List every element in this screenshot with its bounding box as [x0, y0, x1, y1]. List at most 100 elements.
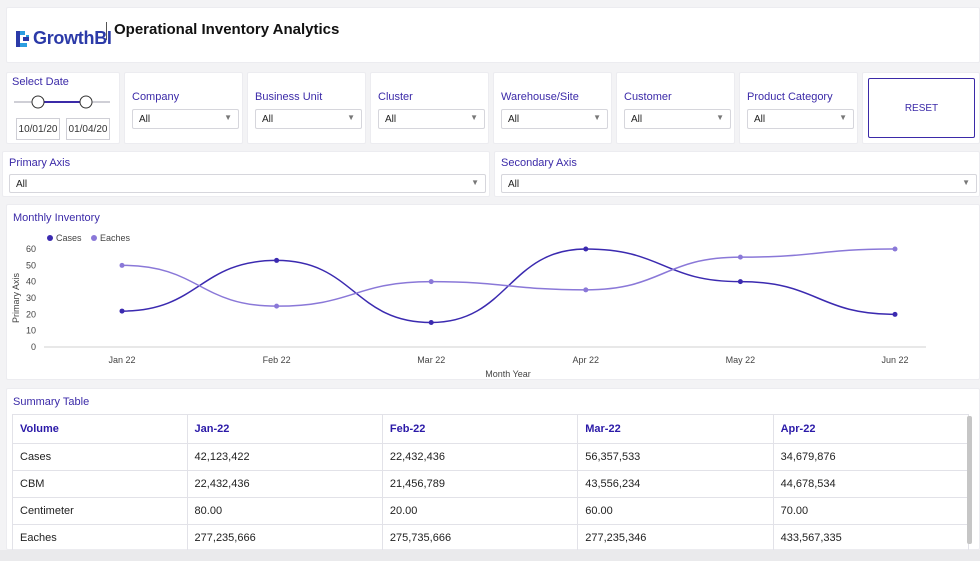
cluster-select-value: All [385, 114, 397, 125]
chevron-down-icon: ▼ [224, 113, 232, 122]
legend-swatch [47, 235, 53, 241]
table-row: Cases 42,123,422 22,432,436 56,357,533 3… [12, 443, 970, 471]
slider-end-handle [79, 95, 93, 109]
table-cell: 70.00 [772, 497, 970, 525]
table-cell: 20.00 [381, 497, 579, 525]
table-cell: 22,432,436 [381, 443, 579, 471]
business-unit-select-value: All [262, 114, 274, 125]
table-row: Eaches 277,235,666 275,735,666 277,235,3… [12, 524, 970, 552]
secondary-axis-select-value: All [508, 179, 520, 190]
table-row: Centimeter 80.00 20.00 60.00 70.00 [12, 497, 970, 525]
table-cell: 43,556,234 [577, 470, 774, 498]
data-point [274, 303, 280, 309]
table-cell: 277,235,346 [577, 524, 774, 552]
table-cell: Eaches [12, 524, 188, 552]
data-point [892, 311, 898, 317]
legend-label: Cases [56, 233, 82, 243]
y-tick-label: 10 [26, 326, 36, 336]
cluster-label: Cluster [378, 91, 413, 103]
summary-table-title: Summary Table [13, 396, 90, 408]
legend-label: Eaches [100, 233, 131, 243]
table-scrollbar[interactable] [967, 416, 972, 544]
table-cell: 56,357,533 [577, 443, 774, 471]
primary-axis-select-value: All [16, 179, 28, 190]
chevron-down-icon: ▼ [962, 178, 970, 187]
chevron-down-icon: ▼ [839, 113, 847, 122]
y-tick-label: 40 [26, 277, 36, 287]
data-point [119, 308, 125, 314]
table-cell: Centimeter [12, 497, 188, 525]
series-line-cases [121, 248, 896, 324]
product-category-filter-card: Product Category All ▼ [739, 72, 858, 144]
table-cell: 80.00 [186, 497, 383, 525]
end-date-field[interactable]: 01/04/20 [66, 118, 110, 140]
start-date-field[interactable]: 10/01/20 [16, 118, 60, 140]
date-filter-card: Select Date 10/01/20 01/04/20 [6, 72, 120, 144]
x-axis-label: Month Year [485, 369, 531, 379]
column-header[interactable]: Apr-22 [772, 414, 970, 444]
secondary-axis-label: Secondary Axis [501, 157, 577, 169]
company-label: Company [132, 91, 180, 103]
table-cell: 42,123,422 [186, 443, 383, 471]
x-tick-label: Feb 22 [263, 355, 291, 365]
cluster-filter-card: Cluster All ▼ [370, 72, 489, 144]
x-tick-label: May 22 [726, 355, 756, 365]
x-tick-label: Apr 22 [573, 355, 600, 365]
product-category-select[interactable]: All ▼ [747, 109, 854, 129]
secondary-axis-select[interactable]: All ▼ [501, 174, 977, 193]
data-point [428, 320, 434, 325]
warehouse-select[interactable]: All ▼ [501, 109, 608, 129]
data-point [583, 287, 589, 293]
y-tick-label: 60 [26, 244, 36, 254]
table-cell: 277,235,666 [186, 524, 383, 552]
warehouse-select-value: All [508, 114, 520, 125]
y-tick-label: 50 [26, 260, 36, 270]
table-cell: 34,679,876 [772, 443, 970, 471]
customer-label: Customer [624, 91, 672, 103]
reset-button[interactable]: RESET [868, 78, 975, 138]
column-header[interactable]: Jan-22 [186, 414, 383, 444]
data-point [428, 279, 434, 285]
table-cell: 22,432,436 [186, 470, 383, 498]
x-tick-label: Jun 22 [881, 355, 908, 365]
chart-title: Monthly Inventory [13, 212, 100, 224]
chevron-down-icon: ▼ [593, 113, 601, 122]
table-cell: 433,567,335 [772, 524, 970, 552]
header-divider [106, 22, 107, 40]
brand-name: GrowthBI [33, 28, 112, 48]
column-header[interactable]: Volume [12, 414, 188, 444]
company-select[interactable]: All ▼ [132, 109, 239, 129]
chevron-down-icon: ▼ [347, 113, 355, 122]
table-header-row: Volume Jan-22 Feb-22 Mar-22 Apr-22 [12, 414, 970, 444]
data-point [737, 254, 743, 260]
business-unit-filter-card: Business Unit All ▼ [247, 72, 366, 144]
customer-select-value: All [631, 114, 643, 125]
growthbi-logo-icon [16, 30, 29, 47]
column-header[interactable]: Feb-22 [381, 414, 579, 444]
date-range-slider[interactable] [12, 94, 112, 110]
legend-swatch [91, 235, 97, 241]
table-cell: 44,678,534 [772, 470, 970, 498]
table-cell: CBM [12, 470, 188, 498]
table-cell: Cases [12, 443, 188, 471]
brand-logo[interactable]: GrowthBI [15, 28, 112, 49]
cluster-select[interactable]: All ▼ [378, 109, 485, 129]
y-axis-label: Primary Axis [11, 273, 21, 324]
series-line-eaches [121, 248, 896, 307]
slider-start-handle [31, 95, 45, 109]
customer-select[interactable]: All ▼ [624, 109, 731, 129]
x-tick-label: Jan 22 [108, 355, 135, 365]
page-bottom-strip [0, 550, 980, 561]
y-tick-label: 30 [26, 293, 36, 303]
table-cell: 275,735,666 [381, 524, 579, 552]
business-unit-select[interactable]: All ▼ [255, 109, 362, 129]
chevron-down-icon: ▼ [716, 113, 724, 122]
column-header[interactable]: Mar-22 [577, 414, 774, 444]
y-tick-label: 0 [31, 342, 36, 352]
table-row: CBM 22,432,436 21,456,789 43,556,234 44,… [12, 470, 970, 498]
monthly-inventory-chart: 0 10 20 30 40 50 60 Jan 22 Feb 22 Mar 22 Apr 22 May… [11, 233, 926, 379]
header-bar: GrowthBI [6, 7, 980, 63]
primary-axis-select[interactable]: All ▼ [9, 174, 486, 193]
business-unit-label: Business Unit [255, 91, 323, 103]
data-point [274, 257, 280, 263]
